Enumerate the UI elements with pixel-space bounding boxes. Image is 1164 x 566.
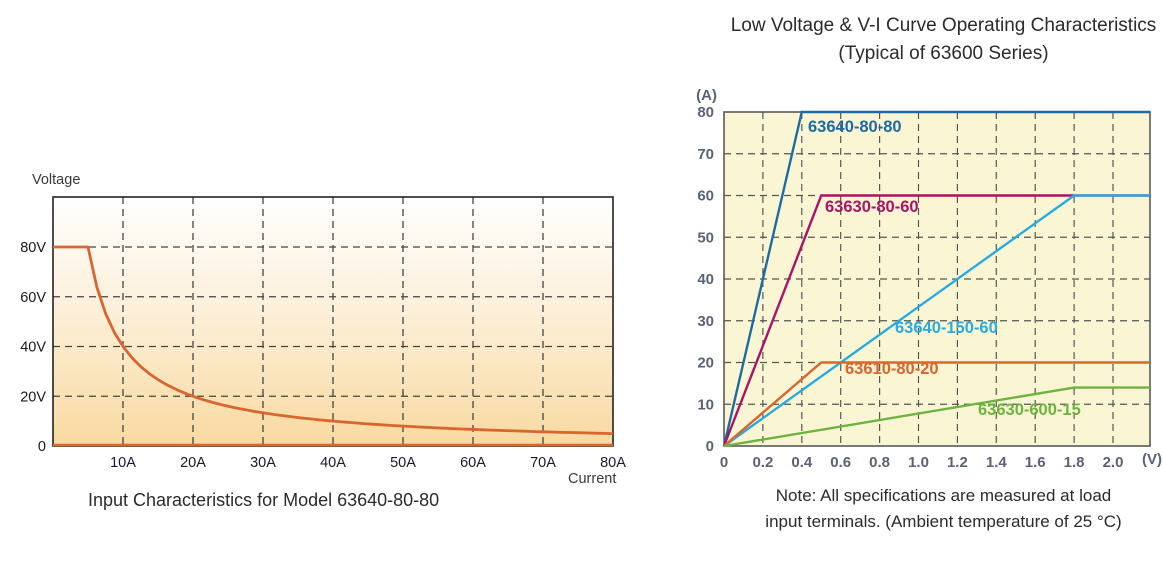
svg-text:0.4: 0.4 — [791, 454, 813, 471]
svg-text:1.8: 1.8 — [1064, 454, 1085, 471]
svg-text:2.0: 2.0 — [1103, 454, 1124, 471]
svg-text:0.6: 0.6 — [830, 454, 851, 471]
svg-text:0: 0 — [720, 454, 728, 471]
svg-text:40: 40 — [697, 271, 714, 288]
svg-text:(V): (V) — [1142, 451, 1162, 468]
svg-text:30: 30 — [697, 313, 714, 330]
svg-text:80: 80 — [697, 104, 714, 121]
svg-text:63640-80-80: 63640-80-80 — [808, 118, 902, 136]
svg-text:1.4: 1.4 — [986, 454, 1008, 471]
svg-text:20: 20 — [697, 355, 714, 372]
svg-text:0: 0 — [706, 438, 714, 455]
svg-text:63610-80-20: 63610-80-20 — [845, 360, 939, 378]
svg-text:50: 50 — [697, 229, 714, 246]
svg-text:1.0: 1.0 — [908, 454, 929, 471]
svg-text:1.6: 1.6 — [1025, 454, 1046, 471]
svg-text:70: 70 — [697, 146, 714, 163]
svg-text:1.2: 1.2 — [947, 454, 968, 471]
svg-text:63630-80-60: 63630-80-60 — [825, 198, 919, 216]
svg-text:63640-150-60: 63640-150-60 — [895, 319, 998, 337]
svg-text:63630-600-15: 63630-600-15 — [978, 401, 1081, 419]
svg-text:0.8: 0.8 — [869, 454, 890, 471]
svg-text:10: 10 — [697, 396, 714, 413]
svg-text:(A): (A) — [696, 87, 717, 104]
svg-text:60: 60 — [697, 188, 714, 205]
svg-text:0.2: 0.2 — [752, 454, 773, 471]
